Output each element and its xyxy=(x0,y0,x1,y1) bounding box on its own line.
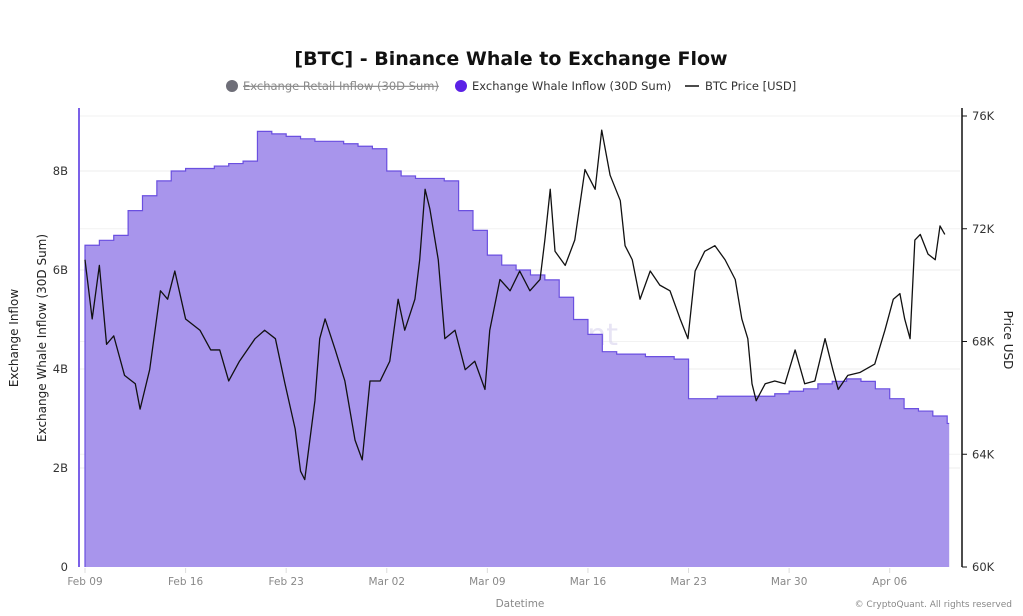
right-tick-label: 64K xyxy=(972,447,995,461)
x-tick-label: Feb 16 xyxy=(168,576,204,588)
left-tick-label: 8B xyxy=(53,164,68,178)
copyright-footer: © CryptoQuant. All rights reserved xyxy=(855,600,1012,610)
left-axis-label: Exchange Whale Inflow (30D Sum) xyxy=(35,234,49,442)
legend: Exchange Retail Inflow (30D Sum) Exchang… xyxy=(226,79,796,93)
legend-marker-whale xyxy=(455,80,467,92)
right-tick-label: 68K xyxy=(972,335,995,349)
price-line-path xyxy=(84,129,946,481)
x-tick-label: Mar 02 xyxy=(369,576,406,588)
legend-label-price: BTC Price [USD] xyxy=(705,79,796,93)
x-axis-label: Datetime xyxy=(496,598,545,610)
left-tick-label: 6B xyxy=(53,263,68,277)
legend-item-retail[interactable]: Exchange Retail Inflow (30D Sum) xyxy=(226,79,439,93)
chart-title: [BTC] - Binance Whale to Exchange Flow xyxy=(294,48,727,70)
legend-item-price[interactable]: BTC Price [USD] xyxy=(685,79,796,93)
right-tick-label: 76K xyxy=(972,109,995,123)
left-tick-label: 0 xyxy=(61,560,68,574)
legend-label-retail: Exchange Retail Inflow (30D Sum) xyxy=(243,79,439,93)
x-tick-label: Mar 09 xyxy=(469,576,506,588)
x-axis-ticks: Feb 09 Feb 16 Feb 23 Mar 02 Mar 09 Mar 16 Mar … xyxy=(67,568,907,588)
right-tick-label: 60K xyxy=(972,560,995,574)
whale-inflow-area xyxy=(84,130,950,567)
legend-marker-retail xyxy=(226,80,238,92)
whale-inflow-line xyxy=(84,130,950,567)
left-outer-axis-label: Exchange Inflow xyxy=(7,289,21,387)
right-axis-label: Price USD xyxy=(1001,311,1015,370)
left-tick-label: 2B xyxy=(53,461,68,475)
x-tick-label: Apr 06 xyxy=(872,576,907,588)
left-axis-ticks: 0 2B 4B 6B 8B xyxy=(53,164,68,574)
x-tick-label: Mar 30 xyxy=(771,576,808,588)
legend-item-whale[interactable]: Exchange Whale Inflow (30D Sum) xyxy=(455,79,671,93)
x-tick-label: Mar 23 xyxy=(670,576,707,588)
x-tick-label: Feb 09 xyxy=(67,576,102,588)
right-axis-ticks: 60K 64K 68K 72K 76K xyxy=(962,109,995,574)
whale-inflow-fill xyxy=(85,131,950,567)
btc-price-line xyxy=(84,129,946,481)
legend-label-whale: Exchange Whale Inflow (30D Sum) xyxy=(472,79,671,93)
x-tick-label: Feb 23 xyxy=(269,576,304,588)
right-tick-label: 72K xyxy=(972,222,995,236)
left-tick-label: 4B xyxy=(53,362,68,376)
x-tick-label: Mar 16 xyxy=(570,576,607,588)
